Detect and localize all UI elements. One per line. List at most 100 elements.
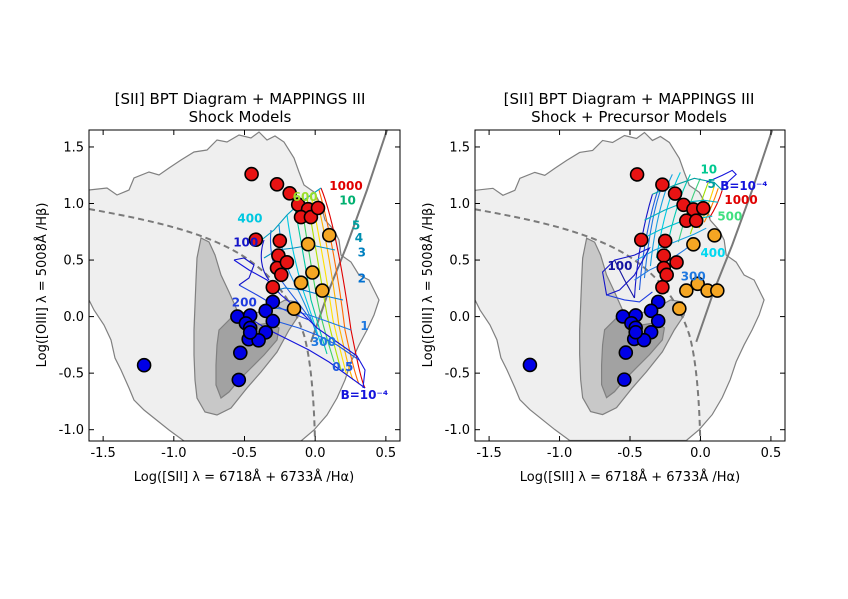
shock-model-grid	[233, 187, 366, 389]
red-point	[629, 167, 645, 182]
model-label: 1000	[724, 193, 757, 207]
chart-title-line1: [SII] BPT Diagram + MAPPINGS III	[504, 90, 755, 108]
model-label: 10	[700, 162, 717, 176]
model-label: B=10⁻⁴	[720, 179, 767, 193]
orange-point	[679, 283, 694, 298]
x-tick-label: -1.0	[161, 446, 186, 461]
model-label: 100	[607, 259, 632, 273]
red-point	[667, 186, 683, 201]
blue-point	[617, 372, 632, 387]
model-label: 400	[700, 246, 725, 260]
blue-point	[628, 324, 643, 340]
model-label: 100	[233, 236, 258, 250]
scatter-markers	[522, 167, 725, 387]
x-tick-label: 0.0	[690, 446, 711, 461]
red-point	[657, 233, 673, 249]
red-point	[669, 255, 684, 270]
blue-point	[258, 303, 273, 319]
blue-point	[231, 372, 247, 388]
orange-point	[686, 237, 701, 252]
model-label: 4	[355, 231, 363, 245]
red-point	[272, 233, 288, 249]
chart-title-line2: Shock + Precursor Models	[531, 108, 727, 126]
red-point	[248, 232, 264, 247]
seyfert-liner-line	[310, 130, 388, 343]
blue-point	[136, 357, 152, 373]
model-label: 300	[681, 269, 706, 283]
red-point	[695, 200, 711, 216]
model-label: 2	[358, 272, 366, 286]
y-tick-label: 0.0	[449, 310, 470, 325]
red-point	[310, 200, 326, 216]
model-label: 1	[360, 319, 368, 333]
x-axis-label: Log([SII] λ = 6718Å + 6733Å /Hα)	[520, 469, 740, 485]
red-point	[656, 248, 672, 263]
blue-point	[643, 303, 659, 319]
y-tick-label: 0.5	[63, 254, 84, 269]
red-point	[633, 232, 649, 248]
y-tick-label: 1.0	[63, 197, 84, 212]
blue-point	[265, 313, 281, 329]
orange-point	[710, 283, 725, 298]
red-point	[659, 267, 674, 283]
red-point	[655, 177, 670, 192]
red-point	[244, 166, 259, 182]
orange-point	[672, 301, 687, 316]
seyfert-liner-line	[695, 130, 773, 343]
panel-left: [SII] BPT Diagram + MAPPINGS III Shock M…	[34, 90, 401, 485]
axis-ticks: -1.5 -1.0 -0.5 0.0 0.5 -1.0 -0.5 0.0 0.5 1.0 1.5	[445, 130, 785, 461]
model-label: 1000	[329, 179, 362, 193]
y-tick-label: 0.0	[63, 310, 84, 325]
model-label: 200	[232, 295, 257, 309]
red-point	[282, 185, 297, 201]
y-tick-label: 1.5	[449, 140, 470, 155]
model-label: B=10⁻⁴	[341, 388, 389, 402]
y-tick-label: 1.5	[63, 140, 84, 155]
y-tick-label: -0.5	[445, 367, 470, 382]
y-tick-label: 0.5	[449, 254, 470, 269]
y-tick-label: -1.0	[445, 423, 470, 438]
y-tick-label: -0.5	[59, 367, 84, 382]
x-tick-label: -1.5	[476, 446, 501, 461]
orange-point	[305, 265, 320, 280]
red-point	[279, 255, 295, 270]
y-tick-label: -1.0	[59, 423, 84, 438]
red-point	[688, 213, 704, 228]
x-tick-label: -1.5	[90, 446, 115, 461]
x-tick-label: -0.5	[232, 446, 257, 461]
orange-point	[293, 275, 309, 290]
x-axis-label: Log([SII] λ = 6718Å + 6733Å /Hα)	[134, 469, 354, 485]
model-labels: 1000 600 10 400 5 100 43 2 200 1 300 0.5 B=10⁻⁴	[232, 179, 388, 402]
y-axis-label: Log([OIII] λ = 5008Å /Hβ)	[420, 203, 436, 368]
model-label: 5	[352, 219, 360, 233]
red-point	[274, 267, 289, 283]
orange-point	[707, 228, 722, 243]
blue-point	[618, 345, 634, 360]
blue-point	[242, 325, 258, 340]
orange-point	[286, 301, 302, 316]
model-label: 3	[358, 246, 366, 260]
red-point	[269, 176, 285, 192]
x-tick-label: -0.5	[617, 446, 642, 461]
scatter-markers	[136, 166, 337, 388]
model-label: 500	[717, 210, 742, 224]
blue-point	[522, 357, 538, 373]
chart-title-line2: Shock Models	[189, 108, 292, 126]
orange-point	[300, 236, 316, 252]
blue-point	[233, 345, 248, 361]
red-point	[655, 279, 670, 295]
y-axis-label: Log([OIII] λ = 5008Å /Hβ)	[34, 203, 50, 368]
model-label: 0.5	[332, 360, 353, 374]
chart-title-line1: [SII] BPT Diagram + MAPPINGS III	[115, 90, 366, 108]
model-label: 400	[237, 212, 262, 226]
y-tick-label: 1.0	[449, 197, 470, 212]
axis-ticks: -1.5 -1.0 -0.5 0.0 0.5 -1.0 -0.5 0.0 0.5 1.0 1.5	[59, 130, 400, 461]
model-label: 600	[293, 190, 318, 204]
orange-point	[690, 276, 705, 292]
model-label: 10	[339, 194, 356, 208]
model-label: 300	[311, 335, 336, 349]
orange-point	[322, 227, 337, 243]
